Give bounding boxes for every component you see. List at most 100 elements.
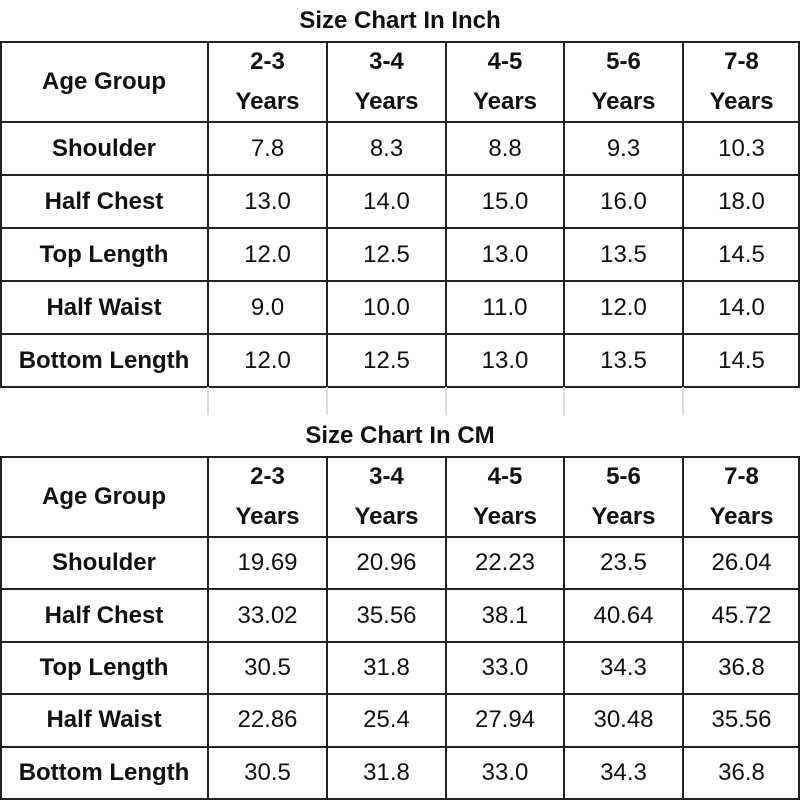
rule (563, 457, 565, 799)
column-header: 7-8 Years (709, 48, 774, 115)
table-cell: 31.8 (363, 758, 410, 786)
table-cell: 7.8 (250, 134, 285, 162)
table-cell: 35.56 (356, 601, 417, 629)
rule (326, 42, 328, 387)
row-header: Age Group (42, 483, 166, 510)
rule (0, 174, 800, 176)
table-cell: 8.8 (488, 134, 522, 162)
row-label: Top Length (39, 240, 169, 268)
rule (0, 227, 800, 229)
rule (0, 745, 800, 748)
table-cell: 22.23 (474, 549, 536, 577)
table-cell: 12.0 (244, 346, 291, 374)
rule (682, 387, 684, 415)
table-cell: 13.0 (481, 346, 529, 374)
table-cell: 10.3 (718, 134, 765, 162)
column-header: 2-3 Years (235, 48, 300, 115)
table-cell: 16.0 (600, 187, 647, 215)
table-cell: 20.96 (356, 549, 417, 577)
rule (326, 457, 328, 799)
rule (0, 798, 800, 800)
row-label: Half Chest (44, 187, 164, 215)
table-cell: 27.94 (474, 706, 536, 734)
table-cell: 31.8 (363, 653, 410, 681)
table-cell: 14.5 (718, 346, 765, 374)
row-label: Shoulder (51, 134, 156, 162)
table-cell: 33.02 (237, 601, 298, 629)
rule (445, 42, 447, 387)
rule (207, 457, 209, 799)
row-label: Half Waist (46, 706, 162, 734)
rule (0, 588, 800, 591)
rule (0, 456, 800, 458)
row-header: Age Group (42, 68, 166, 95)
table-cell: 36.8 (718, 758, 765, 786)
table-cell: 9.0 (250, 293, 285, 321)
column-header: 3-4 Years (354, 463, 419, 530)
row-label: Bottom Length (18, 758, 190, 786)
rule (563, 42, 565, 387)
rule (445, 457, 447, 799)
rule (0, 536, 800, 538)
rule (0, 386, 800, 388)
row-label: Top Length (39, 653, 169, 681)
rule (0, 41, 800, 43)
column-header: 3-4 Years (354, 48, 419, 115)
table-cell: 26.04 (711, 549, 772, 577)
column-header: 4-5 Years (472, 463, 538, 530)
table-cell: 12.5 (363, 240, 410, 268)
rule (0, 280, 800, 282)
row-label: Half Waist (46, 293, 162, 321)
row-label: Half Chest (44, 601, 164, 629)
table-cell: 30.48 (593, 706, 654, 734)
rule (0, 457, 2, 799)
table-cell: 30.5 (244, 653, 291, 681)
rule (0, 640, 800, 643)
table-cell: 33.0 (481, 653, 529, 681)
rule (798, 457, 800, 799)
rule (0, 42, 2, 387)
table-cell: 13.0 (244, 187, 291, 215)
table-cell: 34.3 (600, 758, 647, 786)
table-cell: 18.0 (718, 187, 765, 215)
table-cell: 38.1 (481, 601, 529, 629)
rule (682, 457, 684, 799)
table-cell: 11.0 (482, 293, 528, 321)
row-label: Shoulder (51, 549, 156, 577)
row-label: Bottom Length (18, 346, 190, 374)
table-cell: 15.0 (481, 187, 529, 215)
rule (207, 387, 209, 415)
rule (0, 693, 800, 696)
rule (563, 387, 565, 415)
column-header: 7-8 Years (709, 463, 774, 530)
table-cell: 25.4 (363, 706, 410, 734)
table-cell: 12.0 (600, 293, 647, 321)
table-cell: 35.56 (711, 706, 772, 734)
rule (0, 121, 800, 123)
rule (0, 333, 800, 335)
table-cell: 10.0 (363, 293, 410, 321)
table-cell: 9.3 (606, 134, 641, 162)
table-cell: 40.64 (593, 601, 654, 629)
table-title: Size Chart In Inch (299, 7, 501, 34)
rule (207, 42, 209, 387)
table-cell: 22.86 (237, 706, 298, 734)
column-header: 5-6 Years (591, 48, 656, 115)
table-cell: 33.0 (481, 758, 529, 786)
table-cell: 12.0 (244, 240, 291, 268)
table-cell: 14.0 (718, 293, 765, 321)
table-cell: 45.72 (711, 601, 772, 629)
rule (798, 42, 800, 387)
rule (326, 387, 328, 415)
table-cell: 14.0 (363, 187, 410, 215)
table-cell: 36.8 (718, 653, 765, 681)
table-cell: 8.3 (369, 134, 404, 162)
table-cell: 13.0 (481, 240, 529, 268)
table-cell: 13.5 (600, 240, 647, 268)
table-cell: 13.5 (600, 346, 647, 374)
column-header: 2-3 Years (235, 463, 300, 530)
column-header: 4-5 Years (472, 48, 538, 115)
table-cell: 30.5 (244, 758, 291, 786)
rule (445, 387, 447, 415)
